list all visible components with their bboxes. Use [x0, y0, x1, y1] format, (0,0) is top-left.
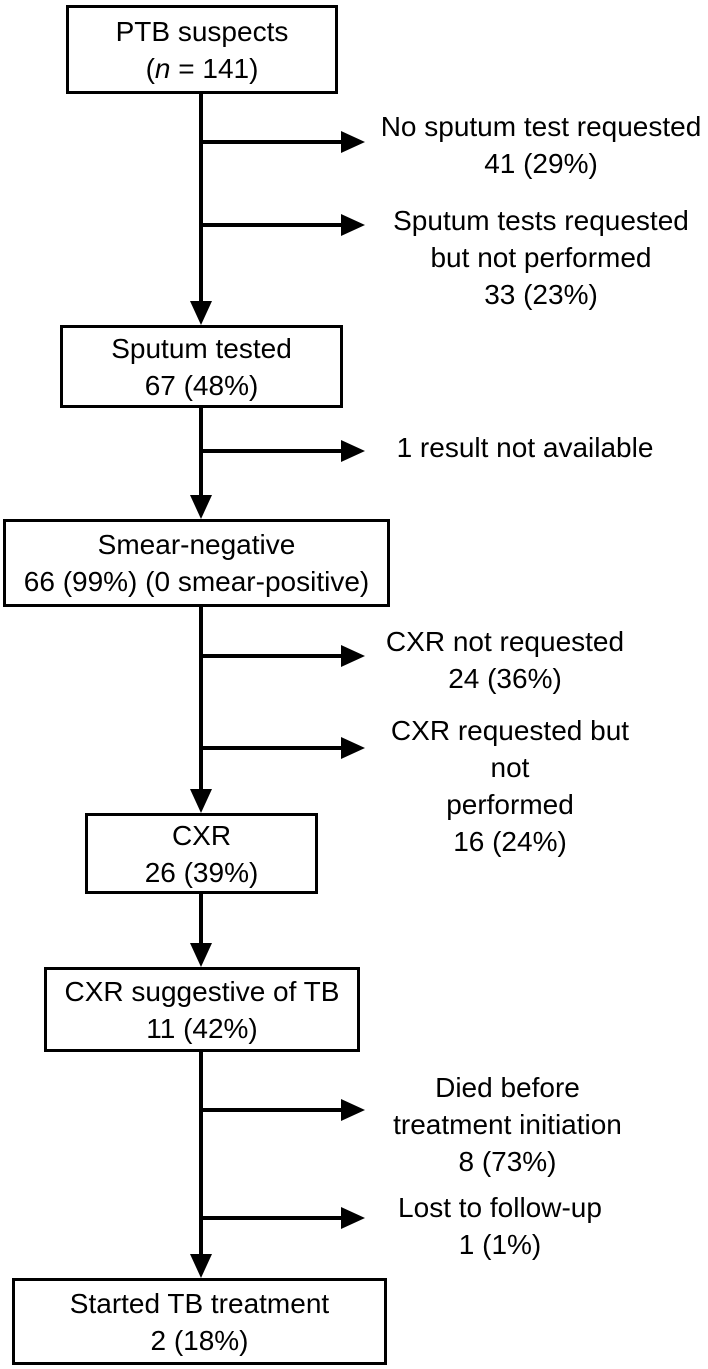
flow-line-suggestive-to-treatment — [199, 1052, 203, 1256]
label-line: Lost to follow-up — [398, 1192, 602, 1223]
arrowhead-down-icon — [190, 495, 212, 519]
label-line: but not performed — [430, 242, 652, 273]
label-line: 1 result not available — [396, 432, 654, 463]
label-line: treatment initiation — [393, 1109, 622, 1140]
branch-line-cxr-not-performed — [201, 746, 341, 750]
box-sputum-tested: Sputum tested 67 (48%) — [60, 325, 343, 408]
box-ptb-suspects: PTB suspects (n = 141) — [66, 5, 338, 94]
label-lost-to-follow-up: Lost to follow-up 1 (1%) — [380, 1189, 620, 1263]
arrowhead-down-icon — [190, 943, 212, 967]
count-text: = 141) — [170, 52, 259, 84]
n-symbol: n — [154, 52, 171, 84]
box-title: Smear-negative — [97, 529, 296, 560]
label-line: 33 (23%) — [484, 279, 598, 310]
label-line: CXR requested but not — [390, 715, 630, 783]
label-died-before-treatment: Died before treatment initiation 8 (73%) — [375, 1069, 640, 1180]
arrowhead-right-icon — [341, 214, 365, 236]
box-count: 26 (39%) — [144, 856, 259, 888]
arrowhead-right-icon — [341, 1207, 365, 1229]
branch-line-died-before-treatment — [201, 1108, 341, 1112]
box-count: 67 (48%) — [144, 369, 259, 401]
label-line: 24 (36%) — [448, 663, 562, 694]
arrowhead-down-icon — [190, 301, 212, 325]
arrowhead-right-icon — [341, 1099, 365, 1121]
label-line: 8 (73%) — [458, 1146, 557, 1177]
box-title: CXR — [171, 819, 232, 851]
arrowhead-right-icon — [341, 737, 365, 759]
arrowhead-right-icon — [341, 131, 365, 153]
box-title: CXR suggestive of TB — [64, 975, 340, 1007]
box-started-tb-treatment: Started TB treatment 2 (18%) — [12, 1278, 387, 1365]
label-line: 1 (1%) — [458, 1229, 542, 1260]
box-count: 2 (18%) — [150, 1324, 249, 1356]
label-line: 16 (24%) — [453, 826, 567, 857]
box-count: 66 (99%) (0 smear-positive) — [23, 566, 370, 597]
label-line: CXR not requested — [385, 626, 625, 657]
arrowhead-down-icon — [190, 789, 212, 813]
branch-line-sputum-not-performed — [201, 223, 341, 227]
label-cxr-not-requested: CXR not requested 24 (36%) — [375, 623, 635, 697]
label-no-sputum-test-requested: No sputum test requested 41 (29%) — [375, 108, 707, 182]
count-text: ( — [145, 52, 155, 84]
branch-line-result-not-available — [201, 449, 341, 453]
box-title: Started TB treatment — [69, 1287, 330, 1319]
arrowhead-right-icon — [341, 645, 365, 667]
arrowhead-down-icon — [190, 1254, 212, 1278]
label-line: Died before — [435, 1072, 580, 1103]
box-smear-negative: Smear-negative 66 (99%) (0 smear-positiv… — [3, 519, 390, 607]
label-line: performed — [446, 789, 574, 820]
arrowhead-right-icon — [341, 440, 365, 462]
branch-line-lost-to-follow-up — [201, 1216, 341, 1220]
flow-line-cxr-to-suggestive — [199, 894, 203, 945]
label-line: Sputum tests requested — [393, 205, 689, 236]
branch-line-cxr-not-requested — [201, 654, 341, 658]
box-cxr-suggestive-of-tb: CXR suggestive of TB 11 (42%) — [44, 967, 360, 1052]
flow-line-smear-to-cxr — [199, 607, 203, 791]
branch-line-no-sputum-test — [201, 140, 341, 144]
box-title: Sputum tested — [111, 332, 292, 364]
label-sputum-tests-not-performed: Sputum tests requested but not performed… — [375, 202, 707, 313]
box-count: 11 (42%) — [146, 1012, 258, 1044]
flow-line-ptb-to-sputum — [199, 94, 203, 303]
box-count: (n = 141) — [146, 50, 259, 87]
label-line: No sputum test requested — [380, 111, 702, 142]
label-result-not-available: 1 result not available — [380, 429, 670, 466]
box-title: PTB suspects — [115, 15, 289, 47]
label-line: 41 (29%) — [484, 148, 598, 179]
box-cxr: CXR 26 (39%) — [85, 813, 318, 894]
label-cxr-not-performed: CXR requested but not performed 16 (24%) — [375, 712, 645, 860]
